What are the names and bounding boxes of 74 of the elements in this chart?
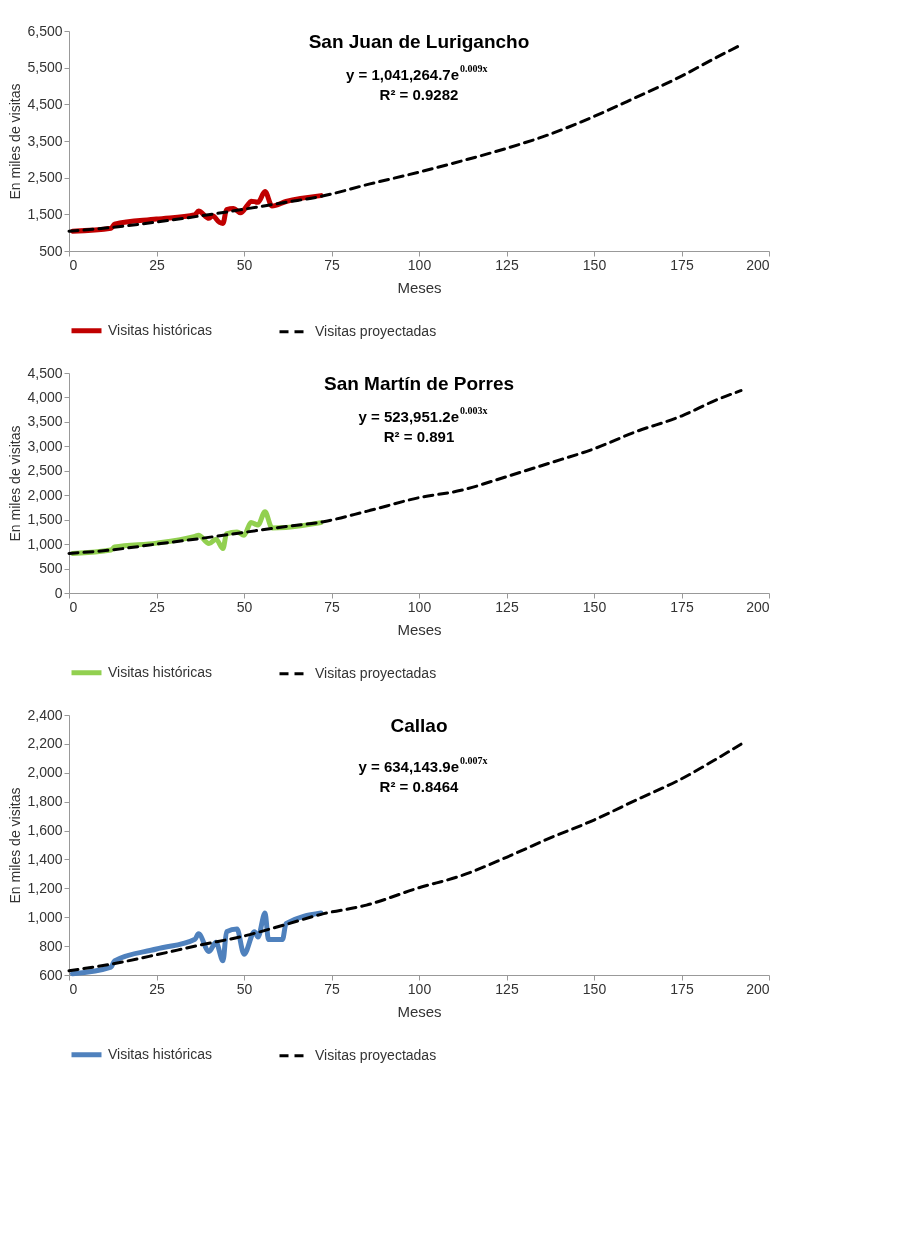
y-tick-label: 600 (39, 966, 63, 983)
y-tick-label: 5,500 (27, 59, 63, 76)
x-tick-label: 125 (495, 980, 519, 997)
x-tick-label: 0 (69, 598, 78, 615)
line-series (67, 742, 743, 973)
x-tick-label: 75 (324, 256, 340, 273)
y-tick-label: 2,000 (27, 486, 63, 503)
x-tick-label: 0 (69, 256, 78, 273)
y-tick-label: 500 (39, 242, 63, 259)
y-tick-label: 0 (54, 584, 63, 601)
x-tick-label: 175 (670, 980, 694, 997)
x-axis-title: Meses (397, 1002, 442, 1020)
legend-label: Visitas proyectadas (315, 664, 437, 681)
x-tick-label: 0 (69, 980, 78, 997)
legend-label: Visitas proyectadas (315, 1046, 437, 1063)
legend-label: Visitas históricas (108, 1045, 213, 1062)
y-tick-label: 2,000 (27, 764, 63, 781)
x-tick-label: 125 (495, 256, 519, 273)
y-tick-label: 2,400 (27, 706, 63, 723)
x-tick-label: 50 (236, 598, 253, 615)
y-tick-label: 1,600 (27, 822, 63, 839)
x-tick-label: 75 (324, 598, 340, 615)
x-tick-label: 150 (582, 598, 607, 615)
annotation: R² = 0.8464 (379, 778, 460, 795)
x-tick-label: 100 (407, 980, 432, 997)
chart-title: San Martín de Porres (323, 373, 515, 394)
x-tick-label: 150 (582, 256, 607, 273)
y-tick-label: 800 (39, 937, 63, 954)
y-tick-label: 2,200 (27, 735, 63, 752)
x-tick-label: 50 (236, 256, 253, 273)
y-tick-label: 6,500 (27, 22, 63, 39)
legend-label: Visitas históricas (108, 321, 213, 338)
x-tick-label: 150 (582, 980, 607, 997)
x-tick-label: 50 (236, 980, 253, 997)
annotation: R² = 0.9282 (379, 86, 459, 103)
y-axis-title: En miles de visitas (7, 425, 24, 542)
y-tick-label: 3,500 (27, 132, 63, 149)
y-tick-label: 1,400 (27, 850, 63, 867)
x-tick-label: 25 (149, 980, 165, 997)
y-tick-label: 2,500 (27, 169, 63, 186)
x-axis-title: Meses (397, 620, 442, 638)
x-tick-label: 200 (746, 598, 770, 615)
x-tick-label: 200 (746, 256, 770, 273)
y-tick-label: 500 (39, 560, 63, 577)
x-tick-label: 25 (149, 598, 165, 615)
legend-label: Visitas históricas (108, 663, 213, 680)
y-tick-label: 1,000 (27, 535, 63, 552)
chart-title: San Juan de Lurigancho (308, 31, 530, 52)
x-tick-label: 25 (149, 256, 165, 273)
y-tick-label: 4,500 (27, 95, 63, 112)
x-tick-label: 100 (407, 256, 432, 273)
y-tick-label: 1,000 (27, 908, 63, 925)
x-axis-title: Meses (397, 278, 442, 296)
line-series (67, 389, 743, 555)
y-axis-title: En miles de visitas (7, 83, 24, 200)
legend-label: Visitas proyectadas (315, 322, 437, 339)
x-tick-label: 100 (407, 598, 432, 615)
y-tick-label: 4,000 (27, 388, 63, 405)
x-tick-label: 200 (746, 980, 770, 997)
y-tick-label: 1,500 (27, 205, 63, 222)
x-tick-label: 175 (670, 598, 694, 615)
chart-title: Callao (390, 715, 448, 736)
y-tick-label: 3,000 (27, 437, 63, 454)
y-tick-label: 1,200 (27, 879, 63, 896)
annotation: R² = 0.891 (383, 428, 455, 445)
x-tick-label: 125 (495, 598, 519, 615)
y-tick-label: 3,500 (27, 413, 63, 430)
y-axis-title: En miles de visitas (7, 787, 24, 904)
y-tick-label: 4,500 (27, 364, 63, 381)
x-tick-label: 75 (324, 980, 340, 997)
y-tick-label: 2,500 (27, 462, 63, 479)
y-tick-label: 1,500 (27, 511, 63, 528)
x-tick-label: 175 (670, 256, 694, 273)
y-tick-label: 1,800 (27, 793, 63, 810)
